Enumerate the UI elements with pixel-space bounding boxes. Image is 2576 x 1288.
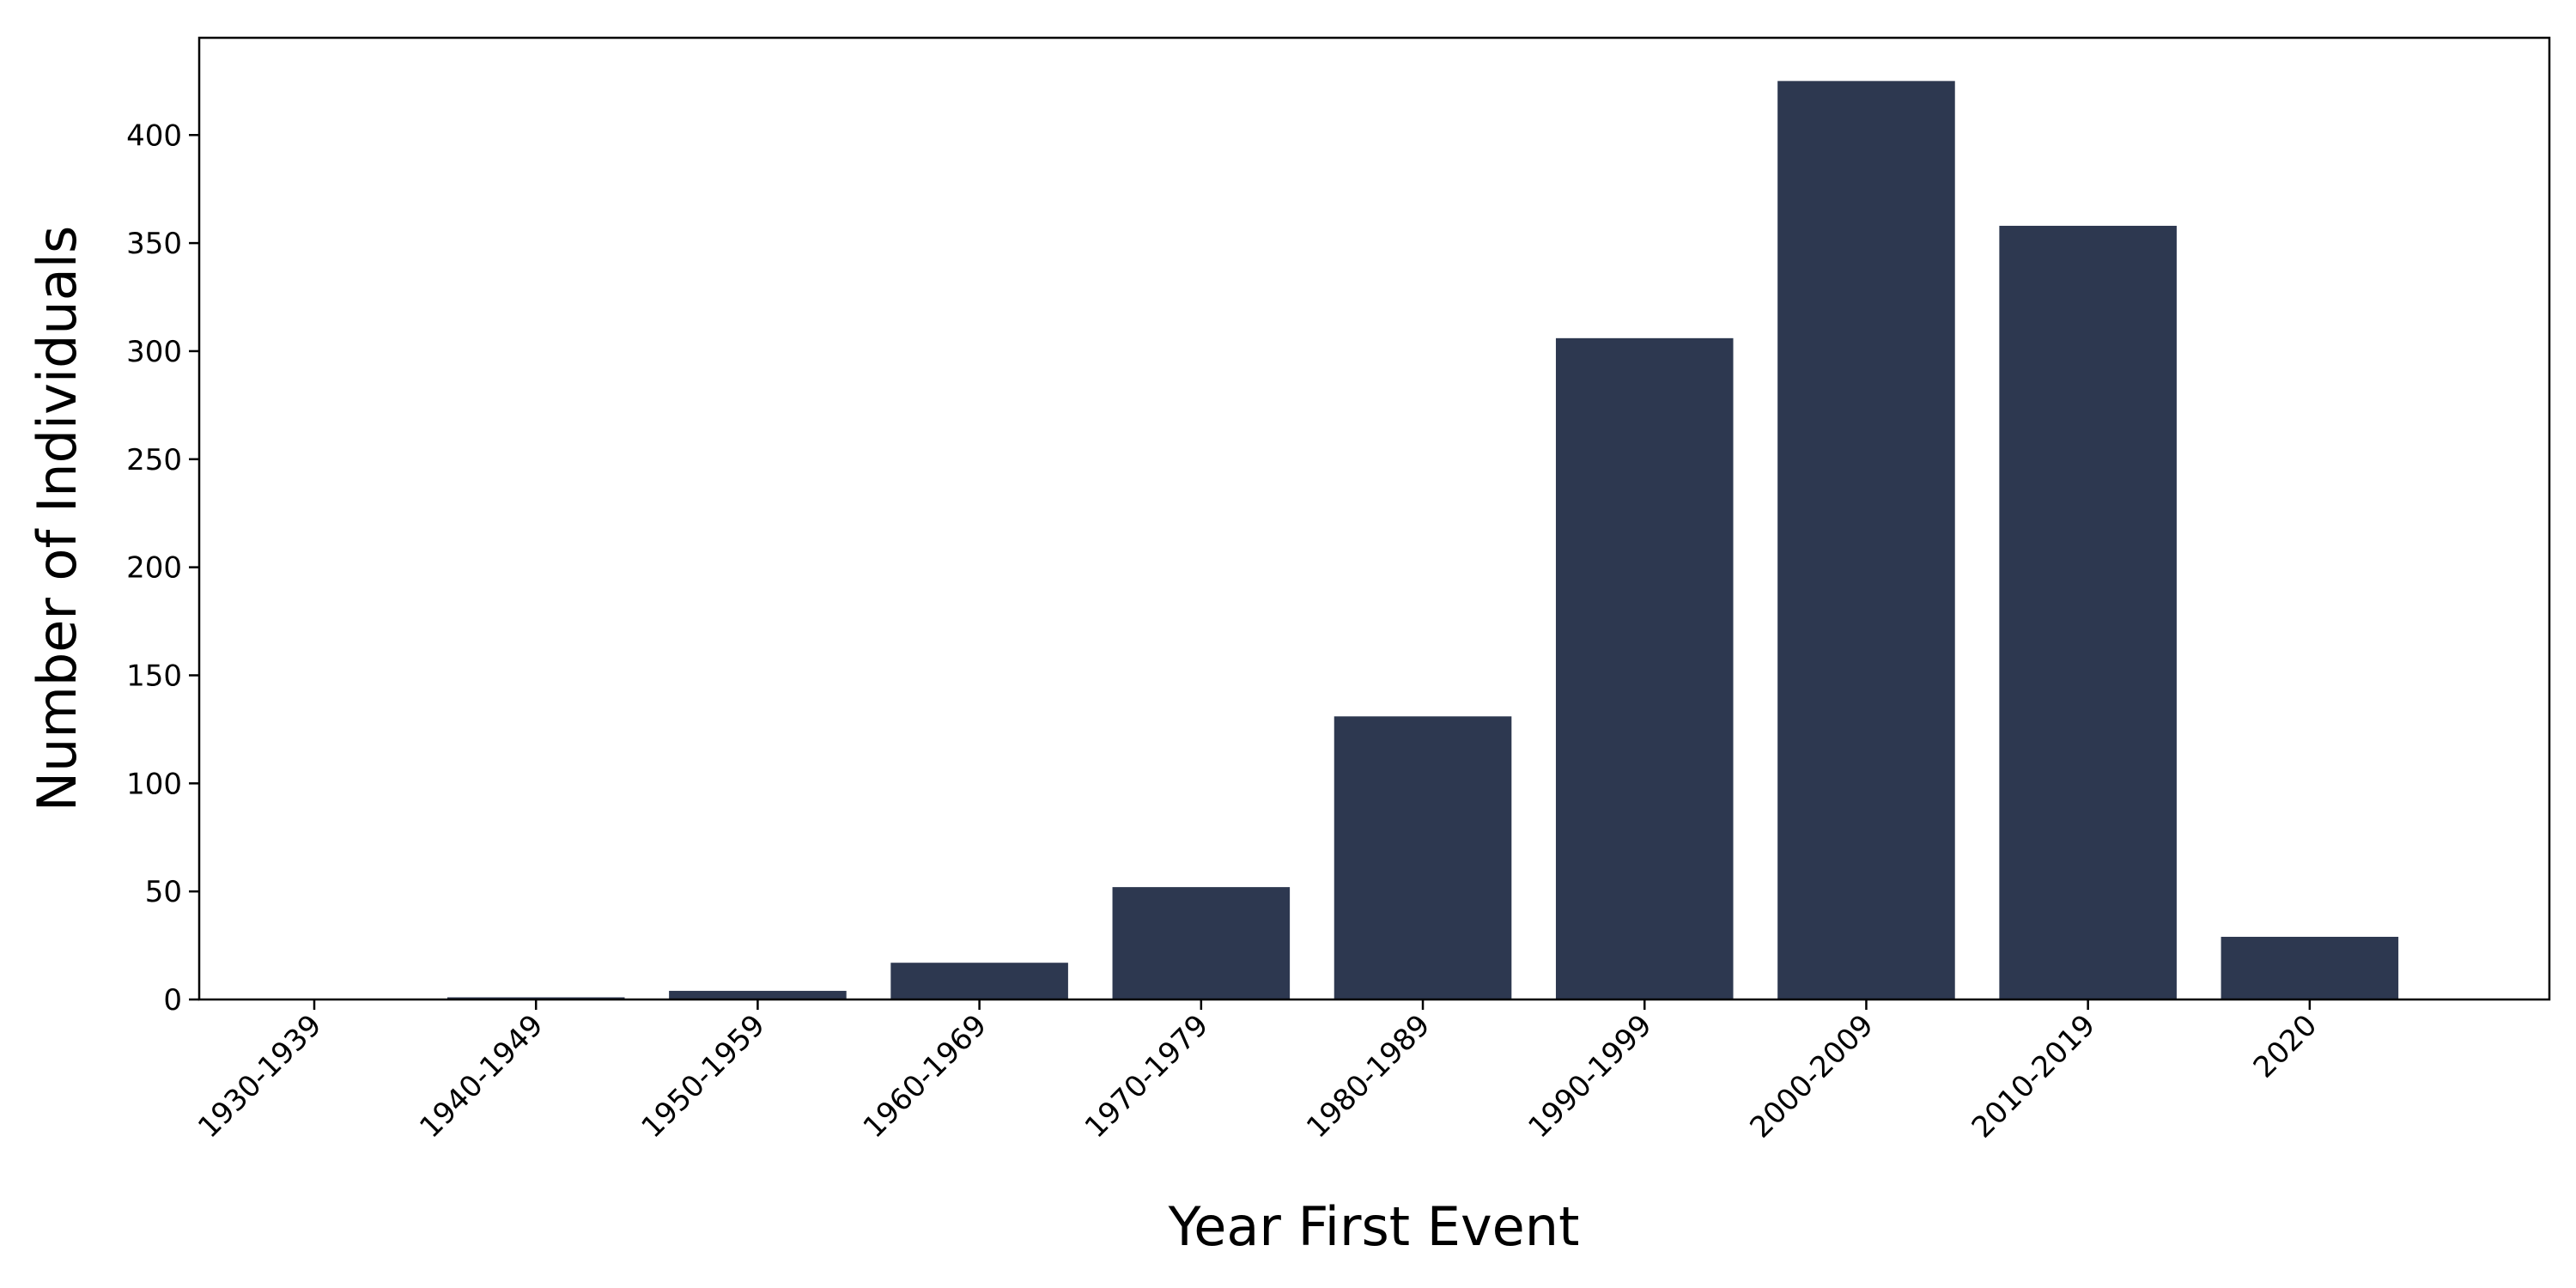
bar-2020 bbox=[2221, 937, 2399, 999]
y-tick-label: 250 bbox=[126, 443, 182, 477]
x-tick-label: 1940-1949 bbox=[413, 1008, 550, 1145]
bar-1960-1969 bbox=[890, 963, 1068, 999]
bar-1950-1959 bbox=[669, 990, 847, 999]
y-axis-title: Number of Individuals bbox=[26, 226, 88, 811]
x-axis-title: Year First Event bbox=[1168, 1195, 1580, 1258]
plot-frame bbox=[197, 36, 2551, 1001]
y-tick-label: 100 bbox=[126, 767, 182, 801]
x-tick-label: 2020 bbox=[2247, 1008, 2324, 1084]
y-tick-label: 150 bbox=[126, 659, 182, 693]
x-tick-label: 2010-2019 bbox=[1965, 1008, 2102, 1145]
y-tick-label: 300 bbox=[126, 335, 182, 369]
y-tick-label: 0 bbox=[163, 983, 182, 1018]
y-tick-label: 200 bbox=[126, 551, 182, 586]
bar-1990-1999 bbox=[1555, 337, 1734, 1000]
y-tick-label: 50 bbox=[145, 875, 182, 909]
bar-2000-2009 bbox=[1777, 81, 1955, 1000]
bars-group bbox=[447, 81, 2399, 1000]
bar-1940-1949 bbox=[447, 997, 625, 999]
x-tick-label: 1930-1939 bbox=[191, 1008, 328, 1145]
y-tick-label: 400 bbox=[126, 118, 182, 153]
y-tick-label: 350 bbox=[126, 227, 182, 261]
x-tick-label: 2000-2009 bbox=[1743, 1008, 1880, 1145]
x-tick-label: 1960-1969 bbox=[857, 1008, 993, 1145]
x-tick-label: 1990-1999 bbox=[1522, 1008, 1658, 1145]
y-axis: 0 50 100 150 200 250 300 350 400 bbox=[126, 118, 199, 1018]
x-tick-label: 1980-1989 bbox=[1300, 1008, 1437, 1145]
bar-1980-1989 bbox=[1334, 716, 1512, 999]
bar-1970-1979 bbox=[1112, 887, 1291, 999]
x-axis: 1930-1939 1940-1949 1950-1959 1960-1969 1970… bbox=[191, 999, 2324, 1145]
x-tick-label: 1950-1959 bbox=[635, 1008, 771, 1145]
x-tick-label: 1970-1979 bbox=[1078, 1008, 1215, 1145]
bar-2010-2019 bbox=[1999, 225, 2177, 999]
